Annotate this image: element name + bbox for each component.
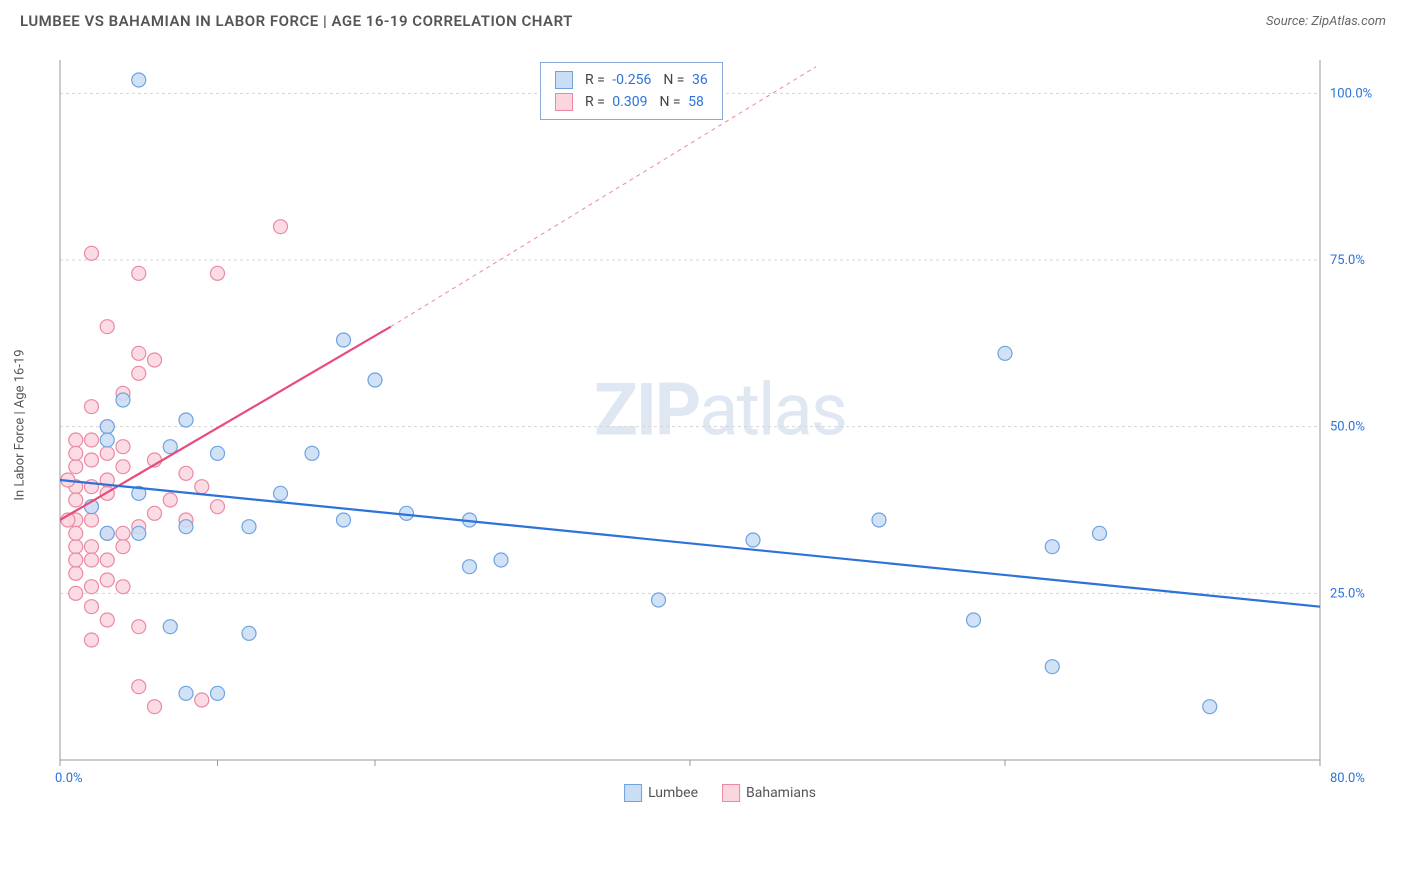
chart-title: LUMBEE VS BAHAMIAN IN LABOR FORCE | AGE … xyxy=(20,12,573,30)
y-axis-label: In Labor Force | Age 16-19 xyxy=(13,349,28,500)
svg-text:50.0%: 50.0% xyxy=(1330,420,1365,435)
series-legend: Lumbee Bahamians xyxy=(624,784,816,802)
lumbee-label: Lumbee xyxy=(648,785,698,801)
chart-container: In Labor Force | Age 16-19 ZIPatlas 25.0… xyxy=(50,50,1390,800)
svg-text:25.0%: 25.0% xyxy=(1330,586,1365,601)
bahamians-label: Bahamians xyxy=(746,785,816,801)
lumbee-swatch-bottom xyxy=(624,784,642,802)
svg-text:100.0%: 100.0% xyxy=(1330,86,1372,101)
lumbee-swatch xyxy=(555,71,573,89)
svg-text:80.0%: 80.0% xyxy=(1330,771,1365,786)
scatter-plot: 25.0% 50.0% 75.0% 100.0% 0.0% 80.0% xyxy=(50,50,1390,800)
bahamians-swatch xyxy=(555,93,573,111)
svg-text:0.0%: 0.0% xyxy=(55,771,83,786)
source-attribution: Source: ZipAtlas.com xyxy=(1266,14,1386,29)
bahamians-swatch-bottom xyxy=(722,784,740,802)
svg-text:75.0%: 75.0% xyxy=(1330,253,1365,268)
correlation-legend: R = -0.256 N = 36 R = 0.309 N = 58 xyxy=(540,62,723,120)
